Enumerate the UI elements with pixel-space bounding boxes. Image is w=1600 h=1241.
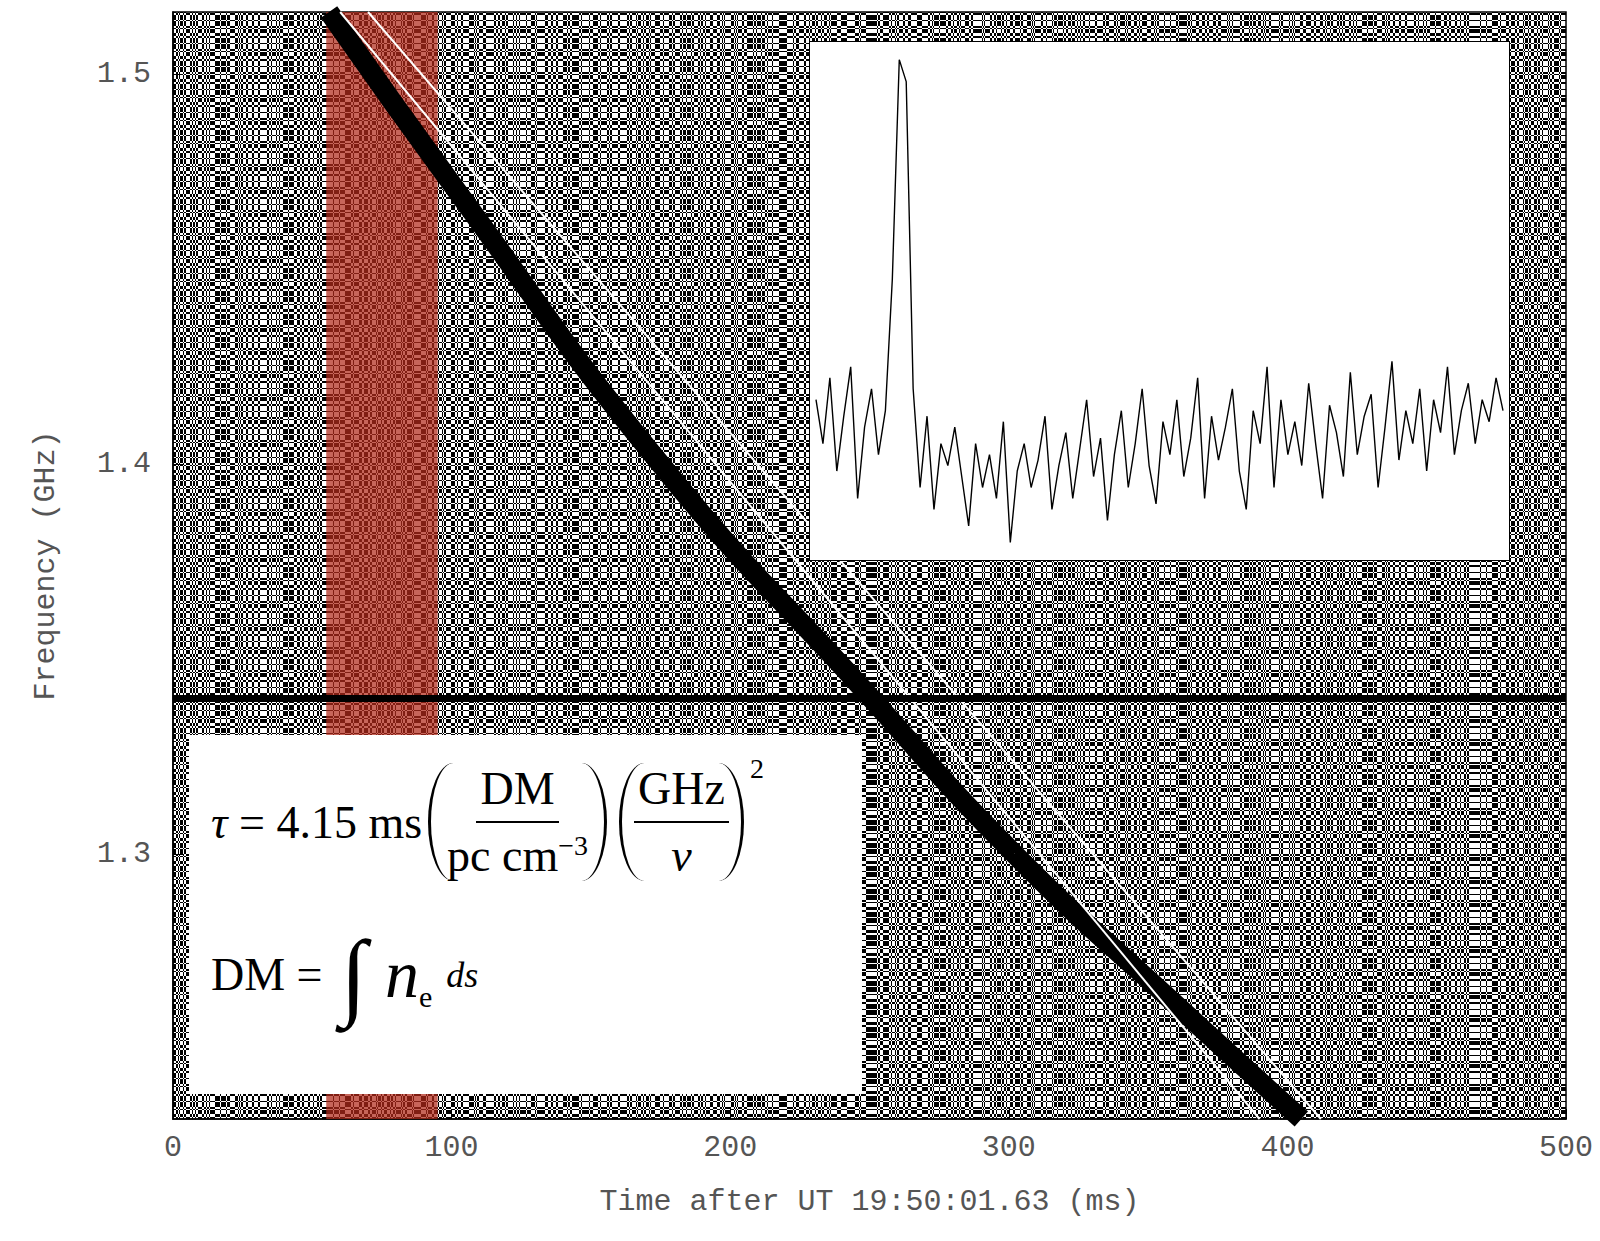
svg-text:500: 500 bbox=[1539, 1131, 1593, 1165]
html-text:e: e bbox=[418, 979, 433, 1013]
html-text:pc cm−3: pc cm−3 bbox=[447, 829, 588, 881]
html-text:DM: DM bbox=[480, 763, 555, 814]
svg-text:300: 300 bbox=[982, 1131, 1036, 1165]
html-text:∫ n: ∫ n bbox=[340, 921, 419, 1028]
svg-text:1.5: 1.5 bbox=[97, 57, 151, 91]
svg-text:0: 0 bbox=[164, 1131, 182, 1165]
svg-text:Time after UT 19:50:01.63 (ms): Time after UT 19:50:01.63 (ms) bbox=[599, 1185, 1139, 1219]
html-text:τ = 4.15 ms: τ = 4.15 ms bbox=[211, 796, 423, 848]
html-text:DM =: DM = bbox=[211, 949, 323, 1000]
html-text:ν: ν bbox=[671, 830, 692, 881]
svg-text:1.4: 1.4 bbox=[97, 447, 151, 481]
svg-text:200: 200 bbox=[703, 1131, 757, 1165]
svg-text:1.3: 1.3 bbox=[97, 837, 151, 871]
html-text:GHz: GHz bbox=[638, 763, 725, 814]
svg-text:100: 100 bbox=[425, 1131, 479, 1165]
svg-text:Frequency (GHz): Frequency (GHz) bbox=[29, 430, 63, 700]
svg-text:400: 400 bbox=[1260, 1131, 1314, 1165]
html-text:2: 2 bbox=[749, 753, 764, 784]
html-text:ds: ds bbox=[446, 954, 479, 995]
